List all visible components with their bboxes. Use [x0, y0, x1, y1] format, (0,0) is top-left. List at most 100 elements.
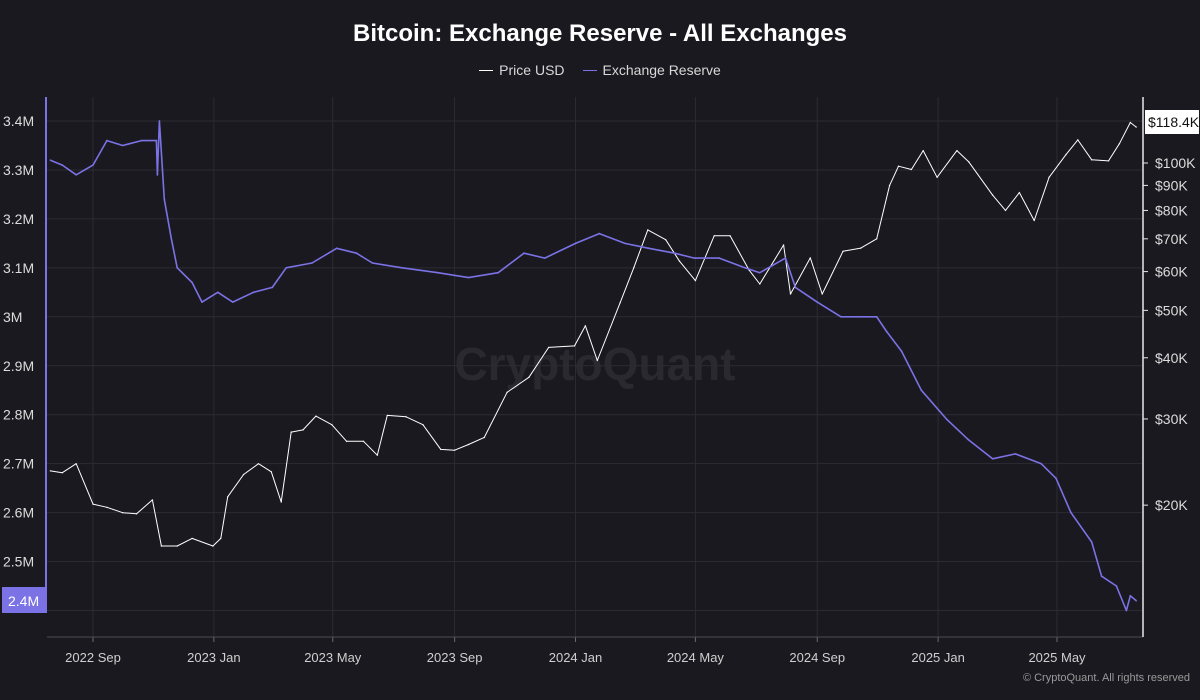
price-point [176, 545, 179, 547]
price-point [506, 391, 508, 394]
price-point [106, 506, 108, 509]
price-point [860, 247, 862, 249]
left-tick-label: 2.7M [3, 456, 34, 472]
price-point [226, 496, 229, 498]
reserve-point [158, 120, 161, 122]
reserve-point [794, 286, 797, 289]
reserve-point [1055, 477, 1057, 480]
price-point [1118, 142, 1121, 145]
right-tick-label: $40K [1155, 350, 1188, 366]
reserve-point [647, 247, 650, 250]
reserve-point [1100, 575, 1103, 578]
reserve-point [140, 139, 143, 142]
reserve-point [1125, 609, 1128, 612]
price-point [302, 429, 304, 431]
price-point [220, 537, 222, 540]
reserve-point [49, 159, 52, 162]
price-point [290, 431, 292, 433]
reserve-point [335, 247, 338, 250]
reserve-point [784, 257, 787, 259]
x-tick-label: 2025 May [1028, 650, 1086, 665]
price-point [821, 293, 823, 295]
price-point [897, 165, 900, 168]
reserve-point [155, 139, 158, 142]
reserve-point [875, 315, 878, 318]
price-point [842, 250, 844, 253]
reserve-point [170, 237, 173, 240]
reserve-point [966, 438, 969, 441]
reserve-point [201, 301, 203, 304]
price-point [467, 443, 470, 446]
price-point [1129, 121, 1132, 124]
left-tick-label: 3.2M [3, 211, 34, 227]
price-point [678, 260, 681, 263]
right-tick-label: $90K [1155, 177, 1188, 193]
reserve-point [191, 281, 193, 284]
price-point [75, 462, 77, 465]
legend-swatch-price [479, 69, 494, 71]
reserve-point [900, 350, 903, 352]
reserve-point [355, 252, 358, 255]
price-point [573, 345, 576, 347]
reserve-point [693, 257, 696, 259]
x-tick-label: 2025 Jan [911, 650, 965, 665]
price-point [596, 359, 599, 362]
reserve-point [946, 418, 948, 421]
reserve-point [840, 315, 842, 318]
legend-label-reserve: Exchange Reserve [602, 62, 721, 78]
reserve-point [61, 164, 64, 166]
price-point [1090, 159, 1093, 161]
price-point [584, 324, 587, 327]
left-tick-label: 2.6M [3, 505, 34, 521]
reserve-point [885, 330, 888, 333]
price-point [758, 283, 761, 285]
price-point [121, 511, 124, 514]
price-point [151, 499, 154, 501]
reserve-point [285, 266, 288, 269]
price-point [160, 545, 163, 547]
reserve-point [156, 173, 159, 176]
price-point [694, 279, 697, 282]
price-point [647, 229, 649, 231]
price-point [875, 238, 878, 240]
reserve-point [718, 257, 721, 259]
reserve-point [1090, 541, 1093, 543]
reserve-point [523, 252, 525, 255]
price-point [330, 423, 333, 426]
price-point [633, 266, 635, 269]
reserve-point [1129, 594, 1132, 597]
price-point [664, 238, 667, 241]
x-tick-label: 2024 Jan [549, 650, 603, 665]
right-tick-label: $60K [1155, 264, 1188, 280]
price-point [242, 473, 245, 476]
price-point [619, 302, 621, 304]
price-point [789, 293, 792, 295]
price-point [386, 414, 389, 417]
right-tick-label: $20K [1155, 497, 1188, 513]
series-price [49, 121, 1138, 547]
reserve-point [1040, 462, 1043, 465]
price-point [405, 416, 407, 418]
legend-item-price[interactable]: Price USD [479, 62, 565, 78]
reserve-point [673, 252, 676, 255]
reserve-point [497, 271, 500, 274]
reserve-point [758, 271, 761, 274]
price-point [257, 462, 260, 465]
price-point [782, 244, 785, 246]
price-last-value-badge [1145, 110, 1199, 134]
price-point [280, 501, 283, 503]
reserve-point [816, 301, 819, 304]
reserve-point [920, 389, 923, 392]
legend-item-reserve[interactable]: Exchange Reserve [582, 62, 721, 78]
price-point [483, 436, 486, 439]
price-point [453, 449, 456, 451]
reserve-last-value-label: 2.4M [8, 593, 39, 609]
price-point [1033, 219, 1036, 222]
price-point [528, 376, 530, 379]
price-last-value-label: $118.4K [1148, 114, 1200, 130]
reserve-point [75, 173, 78, 176]
price-point [729, 235, 731, 237]
reserve-point [1014, 452, 1017, 455]
chart-title: Bitcoin: Exchange Reserve - All Exchange… [353, 20, 847, 47]
